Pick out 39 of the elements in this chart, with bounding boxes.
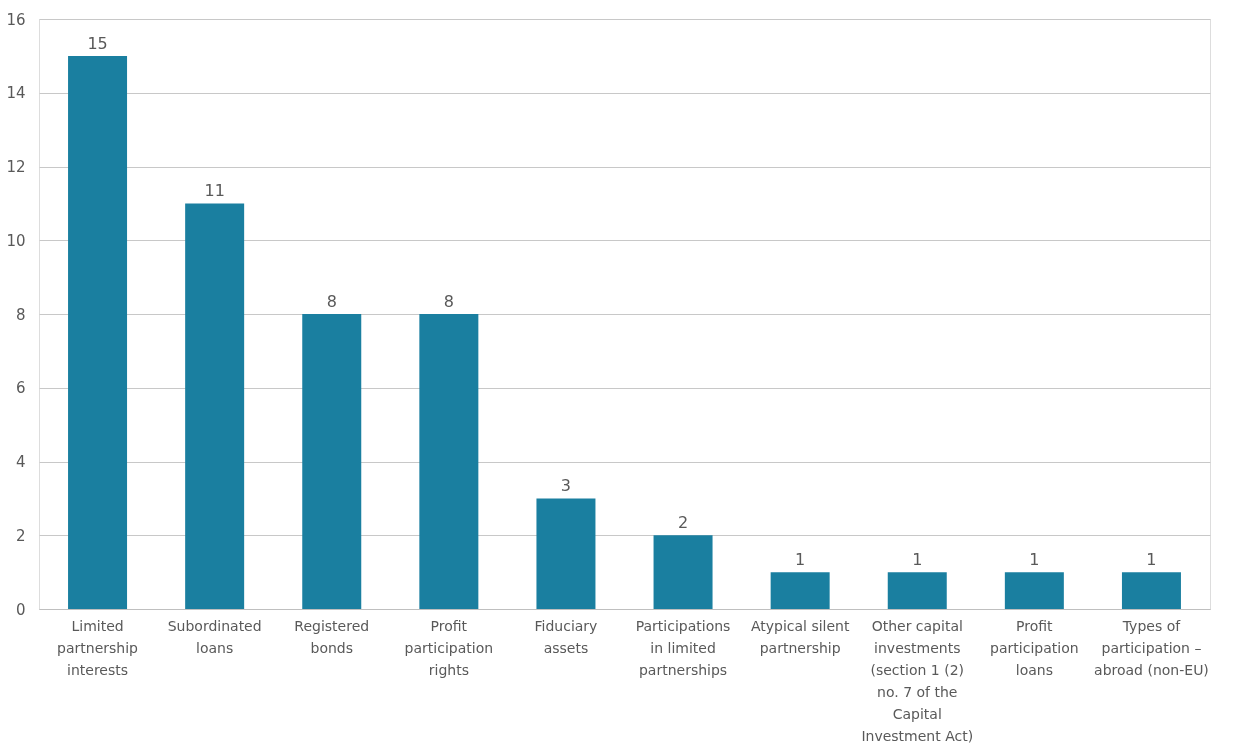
bar xyxy=(536,498,596,609)
x-tick-label: Subordinated loans xyxy=(167,617,262,656)
y-tick-label: 6 xyxy=(15,379,26,398)
bar xyxy=(770,572,830,609)
data-label: 15 xyxy=(87,33,108,53)
data-label: 2 xyxy=(677,513,689,533)
bar xyxy=(1004,572,1064,609)
data-label: 1 xyxy=(1146,550,1157,570)
bar xyxy=(887,572,947,609)
x-tick-label: Fiduciary assets xyxy=(534,617,598,656)
data-label: 1 xyxy=(795,550,806,570)
x-tick-label: Profit participation loans xyxy=(990,617,1079,678)
bar xyxy=(1121,572,1181,609)
bar xyxy=(302,314,362,609)
x-tick-label: Participations in limited partnerships xyxy=(635,617,731,678)
bar xyxy=(185,203,245,609)
y-tick-label: 4 xyxy=(15,453,26,471)
x-tick-label: Atypical silent partnership xyxy=(750,617,850,656)
y-tick-label: 2 xyxy=(15,526,26,545)
x-tick-label: Registered bonds xyxy=(294,617,370,656)
x-tick-label: Types of participation – abroad (non-EU) xyxy=(1094,617,1209,678)
bar xyxy=(653,535,713,609)
data-label: 11 xyxy=(204,181,225,201)
data-label: 1 xyxy=(1029,550,1040,570)
y-tick-label: 14 xyxy=(6,84,26,103)
y-tick-label: 0 xyxy=(15,600,26,619)
x-tick-label: Other capital investments (section 1 (2) no. 7 of the Capital Investment Act) xyxy=(861,617,974,744)
y-tick-label: 8 xyxy=(15,305,26,324)
bar xyxy=(419,314,479,609)
y-tick-label: 10 xyxy=(6,231,26,250)
data-label: 1 xyxy=(912,550,923,570)
y-tick-label: 16 xyxy=(6,10,26,29)
bar xyxy=(68,55,128,609)
data-label: 8 xyxy=(443,292,454,311)
x-tick-label: Limited partnership interests xyxy=(57,617,139,678)
data-label: 3 xyxy=(560,476,572,496)
y-tick-label: 12 xyxy=(6,158,26,176)
data-label: 8 xyxy=(326,292,337,311)
x-tick-label: Profit participation rights xyxy=(404,617,494,678)
